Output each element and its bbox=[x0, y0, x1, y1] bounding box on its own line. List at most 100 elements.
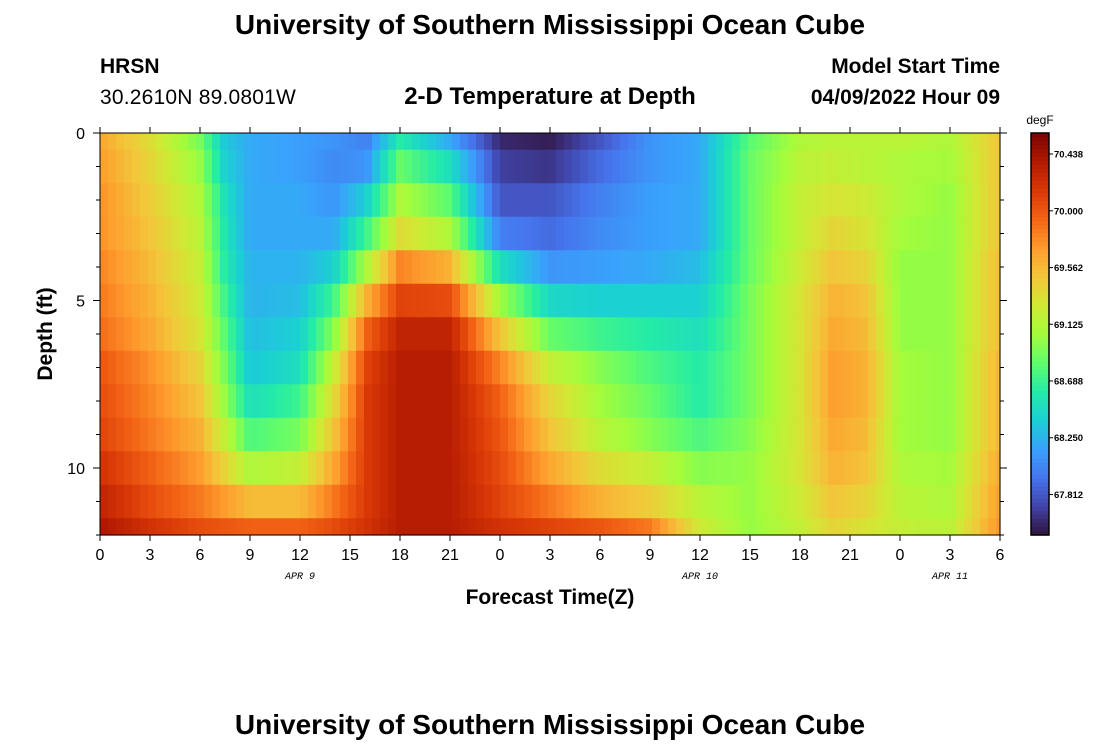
heatmap-cell bbox=[196, 283, 205, 318]
heatmap-cell bbox=[820, 417, 829, 452]
heatmap-cell bbox=[988, 216, 997, 251]
heatmap-cell bbox=[724, 317, 733, 352]
colorbar-segment bbox=[1031, 253, 1049, 259]
heatmap-cell bbox=[228, 283, 237, 318]
heatmap-cell bbox=[492, 484, 501, 519]
heatmap-cell bbox=[188, 216, 197, 251]
heatmap-cell bbox=[748, 451, 757, 486]
heatmap-cell bbox=[676, 518, 685, 536]
heatmap-cell bbox=[236, 216, 245, 251]
heatmap-cell bbox=[820, 317, 829, 352]
heatmap-cell bbox=[220, 133, 229, 151]
heatmap-cell bbox=[404, 216, 413, 251]
heatmap-cell bbox=[396, 183, 405, 218]
heatmap-cell bbox=[580, 183, 589, 218]
heatmap-cell bbox=[236, 317, 245, 352]
colorbar-segment bbox=[1031, 506, 1049, 512]
heatmap-cell bbox=[948, 484, 957, 519]
heatmap-cell bbox=[196, 518, 205, 536]
heatmap-cell bbox=[740, 350, 749, 385]
x-tick-label: 15 bbox=[741, 547, 759, 564]
heatmap-cell bbox=[164, 250, 173, 285]
heatmap-cell bbox=[588, 384, 597, 419]
colorbar-segment bbox=[1031, 338, 1049, 343]
heatmap-cell bbox=[268, 384, 277, 419]
heatmap-cell bbox=[844, 384, 853, 419]
heatmap-cell bbox=[972, 183, 981, 218]
heatmap-cell bbox=[300, 451, 309, 486]
heatmap-cell bbox=[164, 183, 173, 218]
colorbar-segment bbox=[1031, 257, 1049, 263]
heatmap-cell bbox=[572, 149, 581, 184]
heatmap-cell bbox=[148, 451, 157, 486]
heatmap-cell bbox=[476, 283, 485, 318]
heatmap-cell bbox=[692, 350, 701, 385]
heatmap-cell bbox=[316, 518, 325, 536]
heatmap-cell bbox=[812, 317, 821, 352]
heatmap-cell bbox=[252, 417, 261, 452]
heatmap-cell bbox=[548, 250, 557, 285]
heatmap-cell bbox=[116, 518, 125, 536]
heatmap-cell bbox=[796, 484, 805, 519]
heatmap-cell bbox=[860, 250, 869, 285]
heatmap-cell bbox=[964, 250, 973, 285]
heatmap-cell bbox=[500, 451, 509, 486]
heatmap-cell bbox=[492, 451, 501, 486]
heatmap-cell bbox=[836, 451, 845, 486]
heatmap-cell bbox=[556, 417, 565, 452]
heatmap-cell bbox=[332, 133, 341, 151]
heatmap-cell bbox=[420, 283, 429, 318]
heatmap-cell bbox=[812, 133, 821, 151]
heatmap-cell bbox=[292, 518, 301, 536]
heatmap-cell bbox=[492, 183, 501, 218]
heatmap-cell bbox=[636, 183, 645, 218]
heatmap-cell bbox=[940, 518, 949, 536]
heatmap-cell bbox=[764, 417, 773, 452]
heatmap-cell bbox=[820, 350, 829, 385]
heatmap-cell bbox=[580, 317, 589, 352]
colorbar-segment bbox=[1031, 301, 1049, 307]
heatmap-cell bbox=[508, 250, 517, 285]
heatmap-cell bbox=[604, 149, 613, 184]
heatmap-cell bbox=[932, 183, 941, 218]
heatmap-cell bbox=[516, 133, 525, 151]
heatmap-cell bbox=[108, 451, 117, 486]
heatmap-cell bbox=[572, 216, 581, 251]
heatmap-cell bbox=[804, 283, 813, 318]
heatmap-cell bbox=[740, 283, 749, 318]
heatmap-cell bbox=[564, 384, 573, 419]
heatmap-cell bbox=[412, 283, 421, 318]
heatmap-cell bbox=[900, 518, 909, 536]
heatmap-cell bbox=[740, 317, 749, 352]
heatmap-cell bbox=[532, 317, 541, 352]
heatmap-cell bbox=[716, 518, 725, 536]
heatmap-cell bbox=[212, 350, 221, 385]
heatmap-cell bbox=[420, 133, 429, 151]
heatmap-cell bbox=[364, 183, 373, 218]
heatmap-cell bbox=[284, 384, 293, 419]
heatmap-cell bbox=[924, 317, 933, 352]
heatmap-cell bbox=[924, 518, 933, 536]
heatmap-cell bbox=[636, 384, 645, 419]
heatmap-cell bbox=[500, 183, 509, 218]
heatmap-cell bbox=[316, 149, 325, 184]
heatmap-cell bbox=[180, 283, 189, 318]
heatmap-cell bbox=[172, 484, 181, 519]
colorbar-segment bbox=[1031, 137, 1049, 142]
heatmap-cell bbox=[276, 317, 285, 352]
colorbar-frame bbox=[1030, 132, 1050, 536]
heatmap-cell bbox=[204, 216, 213, 251]
heatmap-cell bbox=[612, 183, 621, 218]
heatmap-cell bbox=[316, 384, 325, 419]
heatmap-cell bbox=[164, 216, 173, 251]
heatmap-cell bbox=[124, 133, 133, 151]
colorbar-segment bbox=[1031, 422, 1049, 428]
heatmap-cell bbox=[364, 518, 373, 536]
heatmap-cell bbox=[644, 350, 653, 385]
heatmap-cell bbox=[388, 133, 397, 151]
heatmap-cell bbox=[996, 250, 1001, 285]
heatmap-cell bbox=[396, 484, 405, 519]
heatmap-cell bbox=[852, 417, 861, 452]
colorbar-segment bbox=[1031, 285, 1049, 291]
heatmap-cell bbox=[132, 283, 141, 318]
